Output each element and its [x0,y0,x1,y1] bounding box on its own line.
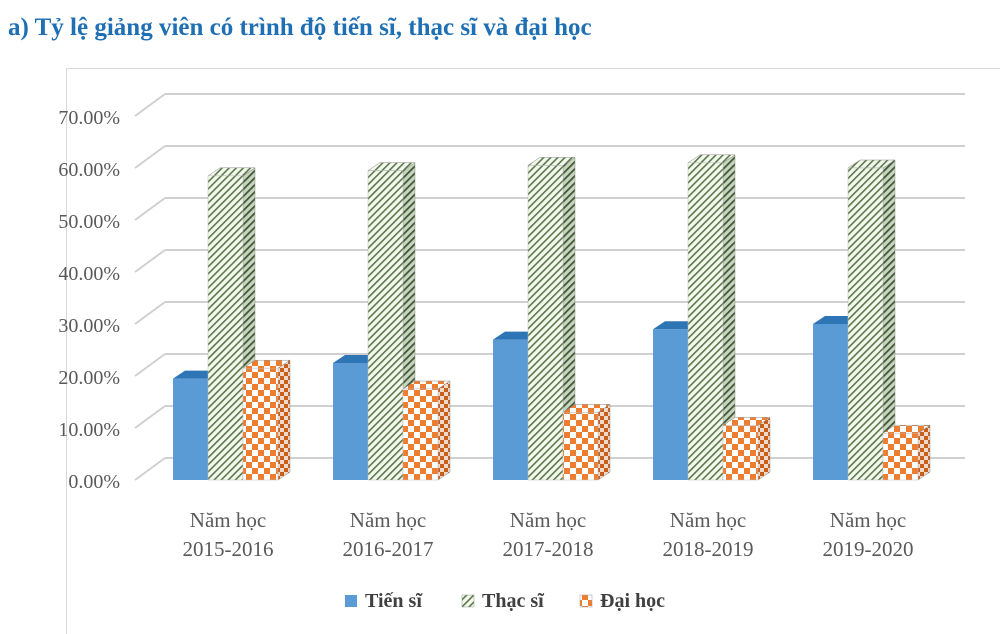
bar-front [687,162,724,481]
gridline-diagonal [134,197,166,221]
x-category-label: 2018-2019 [663,537,754,561]
legend-label: Đại học [600,590,665,612]
chart-title: a) Tỷ lệ giảng viên có trình độ tiến sĩ,… [8,14,592,41]
x-category-label: 2019-2020 [823,537,914,561]
bar-front [367,170,404,481]
x-category-label: Năm học [510,508,586,532]
x-category-label: Năm học [670,508,746,532]
bar-thac-si [687,154,736,481]
bar-side [437,380,451,481]
chart-panel [66,68,1000,634]
gridline-diagonal [134,405,166,429]
x-category-label: 2016-2017 [343,537,434,561]
legend-label: Thạc sĩ [482,590,545,612]
y-tick-label: 30.00% [58,315,120,337]
y-tick-label: 50.00% [58,211,120,233]
bar-front [882,432,919,481]
bar-front [653,329,688,480]
bar-front [333,363,368,480]
legend-label: Tiến sĩ [365,590,423,612]
bar-thac-si [527,156,576,481]
bar-front [242,367,279,481]
gridline-diagonal [134,93,166,117]
x-category-label: 2017-2018 [503,537,594,561]
bar-front [813,324,848,480]
gridline-diagonal [134,301,166,325]
bar-thac-si [207,167,256,481]
y-tick-label: 40.00% [58,263,120,285]
legend-swatch [345,595,357,607]
y-tick-label: 70.00% [58,107,120,129]
bar-front [402,388,439,481]
x-category-label: 2015-2016 [183,537,274,561]
y-tick-label: 0.00% [68,471,120,493]
x-category-label: Năm học [830,508,906,532]
gridline-diagonal [134,145,166,169]
bar-dai-hoc [562,403,611,481]
bar-front [173,378,208,480]
bar-front [493,339,528,480]
y-tick-label: 60.00% [58,159,120,181]
bar-side [597,403,611,481]
legend-swatch [461,594,475,608]
y-tick-label: 20.00% [58,367,120,389]
x-category-label: Năm học [350,508,426,532]
bar-dai-hoc [242,359,291,481]
legend-swatch [579,594,593,608]
x-category-label: Năm học [190,508,266,532]
bar-side [757,416,771,481]
gridline-diagonal [134,457,166,481]
bar-dai-hoc [882,424,931,481]
bar-side [917,424,931,481]
bar-dai-hoc [402,380,451,481]
gridline-diagonal [134,249,166,273]
bar-front [722,425,759,481]
gridline-diagonal [134,353,166,377]
bar-side [277,359,291,481]
y-tick-label: 10.00% [58,419,120,441]
bar-dai-hoc [722,416,771,481]
bar-front [562,412,599,481]
bar-front [847,167,884,481]
bar-front [527,165,564,481]
bar-front [207,175,244,481]
